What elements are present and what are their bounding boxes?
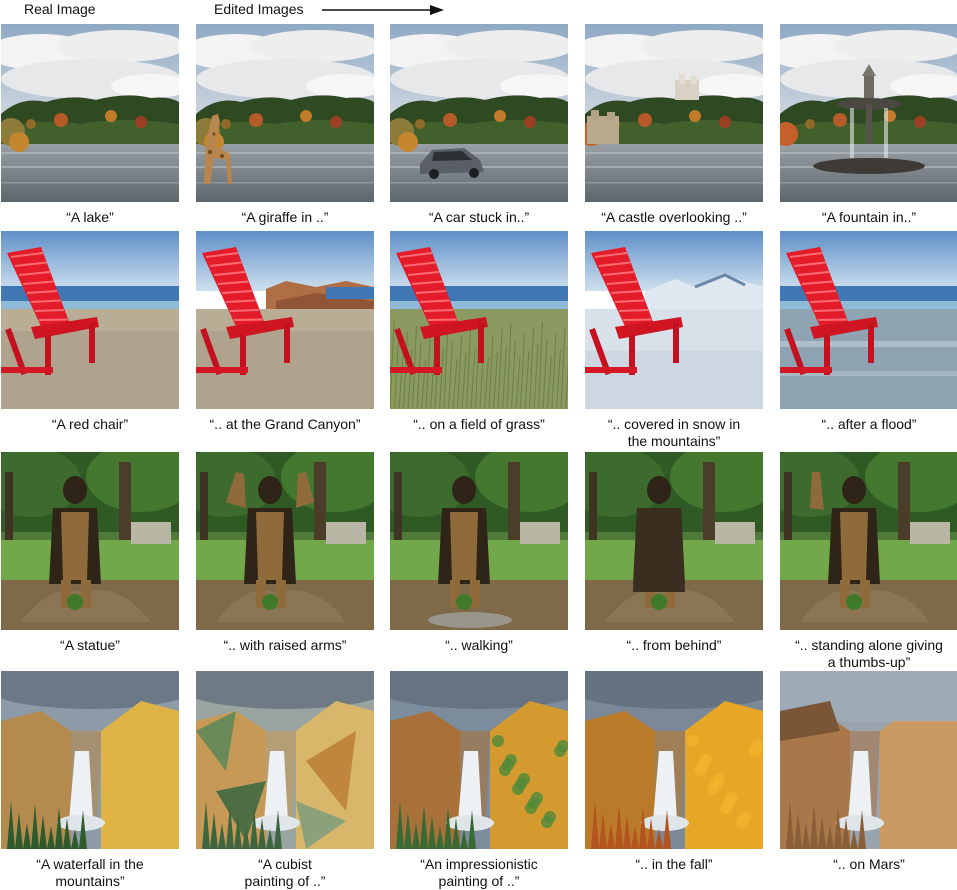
image-caption: “.. at the Grand Canyon” — [209, 416, 361, 432]
grid-cell-lake-car: “A car stuck in..” — [390, 24, 568, 226]
grid-cell-statue-thumbs: “.. standing alone giving a thumbs-up” — [780, 452, 957, 671]
statue-image-plain — [1, 452, 179, 630]
lake-image-fountain — [780, 24, 957, 202]
statue-image-walking — [390, 452, 568, 630]
waterfall-image-mars — [780, 671, 957, 849]
grid-cell-chair-grass: “.. on a field of grass” — [390, 231, 568, 433]
waterfall-image-impression — [390, 671, 568, 849]
grid-cell-waterfall-plain: “A waterfall in the mountains” — [1, 671, 179, 890]
image-caption: “A red chair” — [51, 416, 129, 432]
statue-image-raised — [196, 452, 374, 630]
lake-image-plain — [1, 24, 179, 202]
image-caption: “.. walking” — [445, 637, 513, 653]
image-caption: “.. on a field of grass” — [413, 416, 545, 432]
image-caption: “A waterfall in the mountains” — [36, 856, 144, 889]
grid-cell-statue-plain: “A statue” — [1, 452, 179, 654]
image-caption: “A giraffe in ..” — [241, 209, 329, 225]
statue-image-thumbs — [780, 452, 957, 630]
image-caption: “A lake” — [66, 209, 114, 225]
grid-cell-lake-fountain: “A fountain in..” — [780, 24, 957, 226]
grid-cell-waterfall-impression: “An impressionistic painting of ..” — [390, 671, 568, 890]
chair-image-grass — [390, 231, 568, 409]
grid-cell-statue-raised: “.. with raised arms” — [196, 452, 374, 654]
image-caption: “.. with raised arms” — [223, 637, 347, 653]
waterfall-image-fall — [585, 671, 763, 849]
grid-cell-chair-canyon: “.. at the Grand Canyon” — [196, 231, 374, 433]
grid-cell-lake-giraffe: “A giraffe in ..” — [196, 24, 374, 226]
grid-cell-waterfall-cubist: “A cubist painting of ..” — [196, 671, 374, 890]
image-caption: “A castle overlooking ..” — [601, 209, 747, 225]
lake-image-car — [390, 24, 568, 202]
grid-cell-waterfall-fall: “.. in the fall” — [585, 671, 763, 873]
header-real-image: Real Image — [24, 1, 96, 17]
image-caption: “A car stuck in..” — [428, 209, 530, 225]
image-caption: “A statue” — [60, 637, 120, 653]
chair-image-canyon — [196, 231, 374, 409]
grid-cell-chair-flood: “.. after a flood” — [780, 231, 957, 433]
image-caption: “.. standing alone giving a thumbs-up” — [795, 637, 943, 670]
grid-cell-chair-snow: “.. covered in snow in the mountains” — [585, 231, 763, 450]
image-caption: “.. from behind” — [626, 637, 722, 653]
image-caption: “.. covered in snow in the mountains” — [607, 416, 741, 449]
statue-image-behind — [585, 452, 763, 630]
chair-image-beach — [1, 231, 179, 409]
grid-cell-chair-beach: “A red chair” — [1, 231, 179, 433]
grid-cell-waterfall-mars: “.. on Mars” — [780, 671, 957, 873]
header-edited-images: Edited Images — [214, 1, 304, 17]
right-arrow-icon — [322, 5, 444, 15]
lake-image-giraffe — [196, 24, 374, 202]
grid-cell-statue-walking: “.. walking” — [390, 452, 568, 654]
waterfall-image-plain — [1, 671, 179, 849]
lake-image-castle — [585, 24, 763, 202]
image-caption: “.. after a flood” — [821, 416, 917, 432]
grid-cell-lake-plain: “A lake” — [1, 24, 179, 226]
chair-image-flood — [780, 231, 957, 409]
grid-cell-lake-castle: “A castle overlooking ..” — [585, 24, 763, 226]
image-caption: “A fountain in..” — [821, 209, 917, 225]
image-caption: “A cubist painting of ..” — [244, 856, 326, 889]
chair-image-snow — [585, 231, 763, 409]
image-caption: “.. in the fall” — [635, 856, 713, 872]
image-caption: “.. on Mars” — [833, 856, 905, 872]
grid-cell-statue-behind: “.. from behind” — [585, 452, 763, 654]
image-caption: “An impressionistic painting of ..” — [420, 856, 538, 889]
waterfall-image-cubist — [196, 671, 374, 849]
